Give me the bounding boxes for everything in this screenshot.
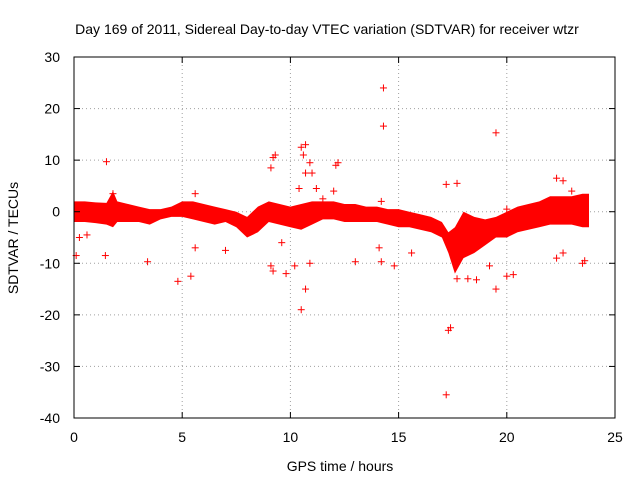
y-axis-tick-labels: -40 -30 -20 -10 0 10 20 30 bbox=[40, 49, 60, 426]
data-point bbox=[83, 231, 91, 239]
axis-ticks bbox=[73, 56, 616, 419]
data-point bbox=[375, 244, 383, 252]
data-point bbox=[503, 205, 511, 213]
data-point bbox=[282, 270, 290, 278]
x-tick-label: 20 bbox=[499, 429, 515, 445]
data-point bbox=[464, 275, 472, 283]
data-point bbox=[408, 249, 416, 257]
data-point bbox=[174, 277, 182, 285]
data-point bbox=[221, 246, 229, 254]
data-point bbox=[109, 190, 117, 198]
data-point bbox=[334, 159, 342, 167]
data-point bbox=[302, 169, 310, 177]
data-point bbox=[581, 257, 589, 265]
data-point bbox=[102, 158, 110, 166]
data-point bbox=[453, 275, 461, 283]
y-tick-label: 30 bbox=[44, 49, 60, 65]
data-point bbox=[306, 259, 314, 267]
data-point bbox=[278, 239, 286, 247]
data-point bbox=[379, 122, 387, 130]
x-tick-label: 25 bbox=[607, 429, 623, 445]
data-point bbox=[553, 254, 561, 262]
data-point bbox=[442, 391, 450, 399]
data-point bbox=[75, 234, 83, 241]
y-tick-label: 20 bbox=[44, 101, 60, 117]
data-point bbox=[509, 271, 517, 279]
data-point bbox=[191, 190, 199, 198]
data-point bbox=[553, 174, 561, 182]
y-tick-label: -10 bbox=[40, 255, 60, 271]
plot-frame bbox=[73, 56, 616, 419]
data-point bbox=[269, 267, 277, 275]
data-point bbox=[377, 258, 385, 266]
x-tick-label: 0 bbox=[70, 429, 78, 445]
data-point bbox=[297, 143, 305, 151]
data-point bbox=[312, 185, 320, 193]
data-point bbox=[330, 187, 338, 195]
x-tick-label: 15 bbox=[391, 429, 407, 445]
data-point bbox=[492, 129, 500, 137]
data-point bbox=[453, 179, 461, 187]
x-axis-tick-labels: 0 5 10 15 20 25 bbox=[70, 429, 623, 445]
data-point bbox=[379, 84, 387, 92]
data-point bbox=[187, 272, 195, 280]
data-point bbox=[319, 195, 327, 203]
data-point bbox=[191, 244, 199, 252]
x-tick-label: 10 bbox=[283, 429, 299, 445]
data-point bbox=[267, 164, 275, 172]
y-tick-label: -40 bbox=[40, 410, 60, 426]
y-tick-label: 10 bbox=[44, 152, 60, 168]
y-tick-label: -20 bbox=[40, 307, 60, 323]
data-point bbox=[503, 272, 511, 280]
data-point bbox=[559, 177, 567, 185]
data-point bbox=[473, 276, 481, 284]
data-point bbox=[306, 159, 314, 167]
outlier-points-layer bbox=[72, 84, 589, 399]
data-point bbox=[351, 258, 359, 266]
data-point bbox=[377, 197, 385, 205]
y-axis-label: SDTVAR / TECUs bbox=[5, 182, 21, 294]
data-band-layer bbox=[74, 191, 589, 274]
data-point bbox=[559, 249, 567, 257]
data-point bbox=[291, 262, 299, 270]
data-point bbox=[271, 151, 279, 159]
x-axis-label: GPS time / hours bbox=[287, 458, 394, 474]
data-point bbox=[299, 151, 307, 159]
dense-data-band bbox=[74, 191, 589, 274]
data-point bbox=[390, 262, 398, 270]
data-point bbox=[297, 306, 305, 314]
data-point bbox=[302, 141, 310, 149]
data-point bbox=[101, 252, 109, 260]
data-point bbox=[442, 180, 450, 188]
data-point bbox=[267, 262, 275, 270]
data-point bbox=[302, 285, 310, 293]
data-point bbox=[485, 262, 493, 270]
y-tick-label: -30 bbox=[40, 358, 60, 374]
y-tick-label: 0 bbox=[52, 204, 60, 220]
data-point bbox=[295, 185, 303, 193]
data-point bbox=[308, 169, 316, 177]
chart-title: Day 169 of 2011, Sidereal Day-to-day VTE… bbox=[75, 21, 579, 37]
data-point bbox=[492, 285, 500, 293]
data-point bbox=[568, 187, 576, 195]
data-point bbox=[447, 324, 455, 332]
x-tick-label: 5 bbox=[178, 429, 186, 445]
grid-lines bbox=[74, 57, 615, 418]
data-point bbox=[144, 258, 152, 266]
